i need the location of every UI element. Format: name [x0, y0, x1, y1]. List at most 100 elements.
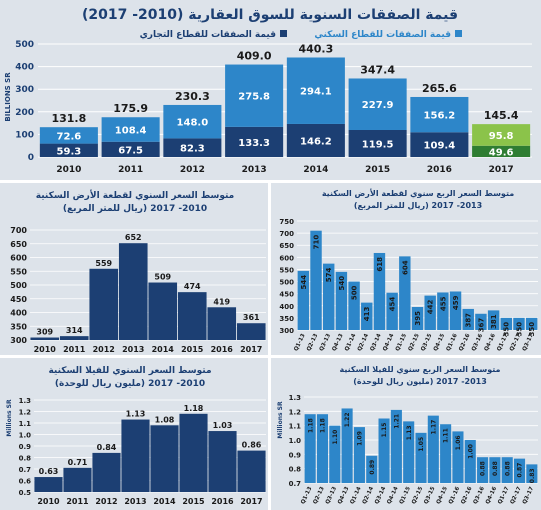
- x-tick-label: 2011: [118, 165, 143, 175]
- bar: [378, 418, 390, 483]
- y-tick-label: 100: [15, 130, 34, 140]
- data-label-commercial: 49.6: [489, 147, 514, 158]
- legend-label-commercial: قيمة الصفقات للقطاع التجاري: [140, 30, 277, 40]
- x-tick-label: 2013: [242, 165, 267, 175]
- bar: [513, 458, 526, 483]
- y-tick-label: 0.8: [289, 466, 302, 474]
- y-tick-label: 300: [15, 85, 34, 95]
- bar: [386, 292, 398, 330]
- bar: [399, 256, 411, 330]
- bar: [477, 457, 489, 483]
- y-axis-label: BILLIONS SR: [4, 72, 12, 122]
- bar: [30, 337, 60, 340]
- bar: [464, 440, 476, 483]
- y-tick-label: 400: [10, 309, 27, 318]
- data-label-total: 265.6: [422, 82, 457, 95]
- y-tick-label: 1.1: [19, 420, 32, 428]
- chart-annual-villa-price: متوسط السعر السنوي للفيلا السكنية (مليون…: [0, 358, 268, 510]
- bar: [59, 336, 89, 340]
- y-tick-label: 350: [279, 315, 294, 323]
- data-label: 710: [312, 235, 320, 250]
- bar: [513, 317, 525, 330]
- data-label: 1.18: [184, 404, 204, 413]
- data-label-residential: 156.2: [424, 111, 456, 122]
- data-label: 1.05: [418, 437, 425, 452]
- y-tick-label: 550: [10, 267, 27, 276]
- y-tick-label: 550: [279, 266, 294, 274]
- y-tick-label: 1.0: [289, 437, 302, 445]
- data-label: 474: [184, 282, 201, 291]
- data-label: 0.89: [369, 460, 376, 475]
- data-label: 509: [154, 273, 171, 282]
- bar: [150, 425, 179, 492]
- data-label: 0.88: [492, 461, 499, 476]
- data-label-total: 347.4: [360, 63, 395, 76]
- data-label-commercial: 119.5: [362, 139, 394, 150]
- data-label: 559: [95, 259, 112, 268]
- data-label: 395: [414, 311, 422, 326]
- y-tick-label: 350: [10, 322, 27, 331]
- data-label-total: 440.3: [298, 42, 333, 55]
- x-tick-label: 2010: [34, 345, 57, 354]
- data-label: 574: [325, 268, 333, 283]
- data-label: 544: [300, 275, 308, 290]
- data-label: 0.87: [517, 463, 524, 478]
- data-label-residential: 294.1: [300, 87, 332, 98]
- chart-quarterly-land-price: متوسط السعر الربع سنوي لقطعة الأرض السكن…: [271, 183, 541, 355]
- x-tick-label: 2016: [427, 165, 452, 175]
- y-tick-label: 0: [28, 153, 34, 163]
- bar: [475, 313, 487, 330]
- chart-title: متوسط السعر الربع سنوي للفيلا السكنية: [340, 365, 501, 374]
- bar: [304, 414, 316, 483]
- data-label: 0.88: [480, 461, 487, 476]
- bar: [353, 427, 365, 483]
- bar-commercial: [286, 123, 345, 157]
- y-tick-label: 1.3: [19, 397, 32, 405]
- data-label: 1.13: [406, 425, 413, 440]
- bar: [118, 243, 148, 340]
- y-tick-label: 0.7: [289, 480, 302, 488]
- bar-residential: [286, 57, 345, 124]
- y-tick-label: 650: [279, 242, 294, 250]
- y-axis-label: Millions SR: [277, 401, 284, 439]
- data-label-residential: 148.0: [177, 118, 209, 129]
- bar-commercial: [163, 138, 222, 157]
- legend-swatch-residential: [455, 30, 462, 37]
- data-label: 1.18: [320, 418, 327, 433]
- x-tick-label: 2015: [365, 165, 390, 175]
- bar-residential: [225, 64, 284, 127]
- x-tick-label: 2012: [180, 165, 205, 175]
- bar: [323, 263, 335, 330]
- data-label-residential: 72.6: [57, 131, 82, 142]
- y-tick-label: 500: [15, 40, 34, 50]
- bar: [329, 425, 341, 483]
- data-label-residential: 108.4: [115, 125, 147, 136]
- x-tick-label: 2011: [66, 497, 89, 506]
- data-label: 0.84: [97, 443, 117, 452]
- y-tick-label: 0.7: [19, 466, 32, 474]
- data-label-commercial: 67.5: [118, 145, 143, 156]
- bar: [207, 307, 237, 340]
- bar-residential: [39, 127, 98, 144]
- data-label: 381: [490, 314, 498, 329]
- bar: [489, 457, 501, 483]
- chart-quarterly-villa-price: متوسط السعر الربع سنوي للفيلا السكنية (م…: [271, 358, 541, 510]
- data-label-residential: 227.9: [362, 100, 394, 111]
- chart-title: متوسط السعر السنوي للفيلا السكنية: [48, 366, 211, 376]
- bar-residential: [163, 104, 222, 139]
- bar: [452, 431, 464, 483]
- data-label: 1.21: [393, 414, 400, 429]
- x-tick-label: 2017: [489, 165, 514, 175]
- x-tick-label: 2010: [56, 165, 81, 175]
- data-label-commercial: 59.3: [57, 146, 82, 157]
- y-tick-label: 1.3: [289, 394, 302, 402]
- data-label: 652: [125, 233, 142, 242]
- chart-subtitle: (مليون ريال للوحدة) 2013- 2017: [353, 377, 487, 386]
- data-label: 1.08: [155, 415, 175, 424]
- legend-swatch-commercial: [280, 30, 287, 37]
- bar-commercial: [348, 129, 407, 157]
- bar: [92, 452, 121, 492]
- bar-residential: [472, 124, 531, 146]
- y-tick-label: 400: [279, 303, 294, 311]
- x-tick-label: 2013: [122, 345, 144, 354]
